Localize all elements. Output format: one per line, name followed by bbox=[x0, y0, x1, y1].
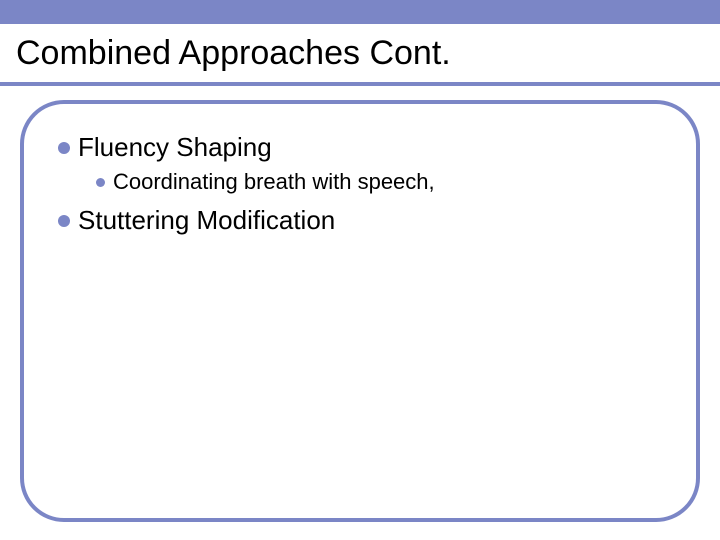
bullet-text: Fluency Shaping bbox=[78, 132, 272, 163]
bullet-text: Stuttering Modification bbox=[78, 205, 335, 236]
bullet-dot-icon bbox=[58, 215, 70, 227]
bullet-dot-icon bbox=[96, 178, 105, 187]
header-band bbox=[0, 0, 720, 24]
slide-title: Combined Approaches Cont. bbox=[16, 34, 451, 73]
title-underline bbox=[0, 82, 720, 86]
content-inner: Fluency Shaping Coordinating breath with… bbox=[24, 104, 696, 270]
content-frame: Fluency Shaping Coordinating breath with… bbox=[20, 100, 700, 522]
bullet-item: Stuttering Modification bbox=[58, 205, 662, 236]
bullet-text: Coordinating breath with speech, bbox=[113, 169, 435, 195]
bullet-item: Fluency Shaping bbox=[58, 132, 662, 163]
title-area: Combined Approaches Cont. bbox=[0, 24, 720, 82]
bullet-dot-icon bbox=[58, 142, 70, 154]
bullet-subitem: Coordinating breath with speech, bbox=[96, 169, 662, 195]
